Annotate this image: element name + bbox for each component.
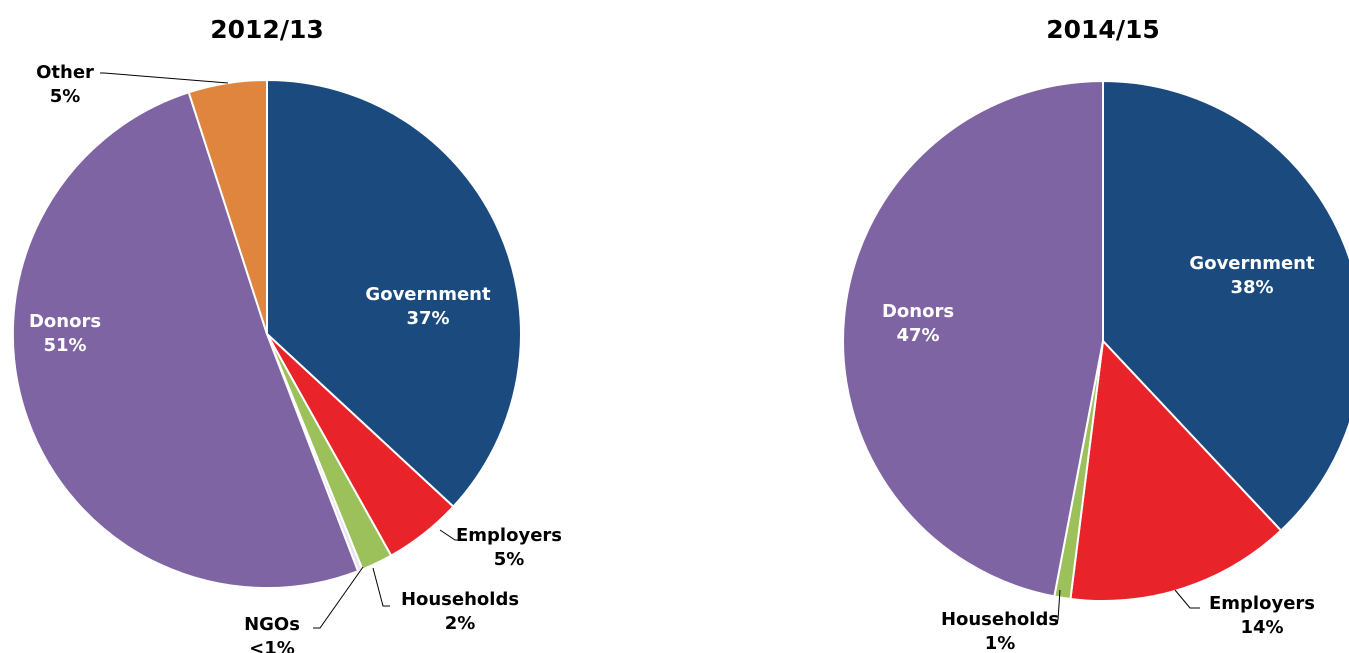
slice-value-government: 37% [406,308,449,329]
pie-slice-donors [11,91,360,590]
slice-value-donors: 47% [896,325,939,346]
pie-chart-2012-13: 2012/13 Government 37% Employers 5% Househol… [11,15,562,653]
leader-line-ngos [313,566,364,629]
slice-label-government: Government [1189,253,1315,274]
pie-slice-government [266,78,522,508]
slice-value-ngos: <1% [249,638,295,653]
leader-line-other [100,72,229,84]
slice-value-donors: 51% [43,335,86,356]
leader-line-households [1052,589,1061,621]
pie-slice-donors [842,79,1104,598]
slice-value-employers: 14% [1240,617,1283,638]
chart-title: 2012/13 [210,15,324,44]
pie-slices [842,79,1349,602]
pie-slices [11,78,522,590]
slice-label-other: Other [36,62,94,83]
slice-label-employers: Employers [1209,593,1315,614]
pie-slice-government [1102,79,1349,532]
slice-label-government: Government [365,284,491,305]
slice-label-households: Households [401,589,519,610]
slice-label-employers: Employers [456,525,562,546]
leader-line-employers [1174,589,1200,609]
slice-value-households: 1% [985,633,1016,653]
slice-value-employers: 5% [494,549,525,570]
pie-chart-2014-15: 2014/15 Government 38% Employers 14% Househo… [842,15,1349,653]
slice-value-government: 38% [1230,277,1273,298]
pie-labels: Government 37% Employers 5% Households 2% NGOs… [29,62,562,653]
slice-value-other: 5% [50,86,81,107]
slice-label-households: Households [941,609,1059,630]
pie-slice-employers [1069,338,1283,602]
slice-label-donors: Donors [29,311,101,332]
leader-line-employers [439,529,462,541]
pie-labels: Government 38% Employers 14% Households 1% Don… [882,253,1315,653]
leader-line-households [372,567,390,607]
slice-value-households: 2% [445,613,476,634]
slice-label-ngos: NGOs [244,614,300,635]
slice-label-donors: Donors [882,301,954,322]
chart-title: 2014/15 [1046,15,1160,44]
